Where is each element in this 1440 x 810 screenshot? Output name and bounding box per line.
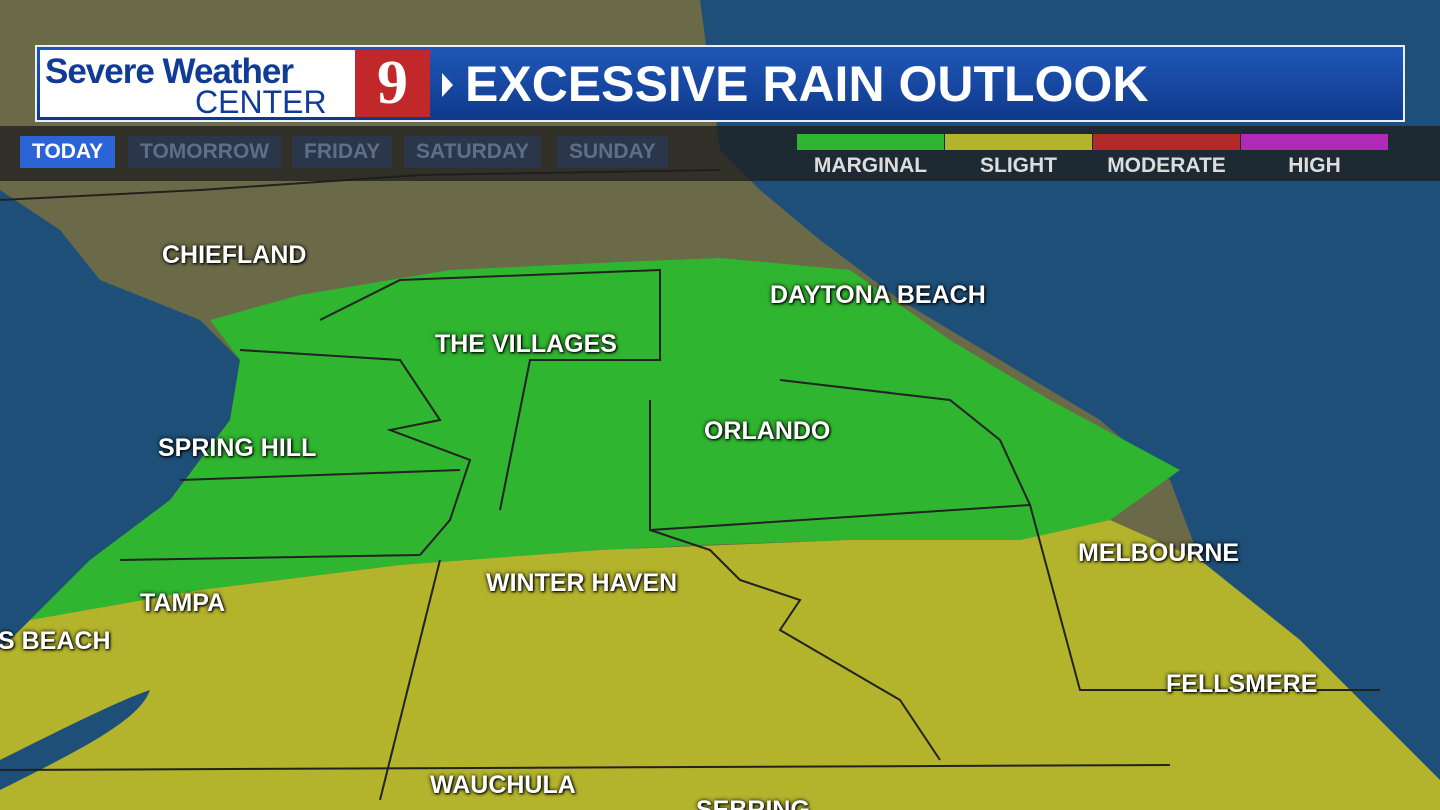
legend-swatch bbox=[1093, 134, 1240, 150]
city-label: SEBRING bbox=[696, 796, 810, 810]
legend-item: SLIGHT bbox=[945, 134, 1092, 183]
header: Severe Weather CENTER 9 EXCESSIVE RAIN O… bbox=[35, 45, 1405, 122]
legend-swatch bbox=[797, 134, 944, 150]
city-label: S BEACH bbox=[0, 627, 111, 655]
brand-logo: Severe Weather CENTER bbox=[40, 50, 355, 120]
slight-area bbox=[0, 520, 1440, 810]
title: EXCESSIVE RAIN OUTLOOK bbox=[465, 56, 1149, 112]
legend-item: HIGH bbox=[1241, 134, 1388, 183]
brand-line: CENTER bbox=[195, 84, 327, 120]
city-label: ORLANDO bbox=[704, 417, 831, 445]
city-label: TAMPA bbox=[140, 589, 226, 617]
city-label: FELLSMERE bbox=[1166, 670, 1318, 698]
legend-label: MODERATE bbox=[1107, 154, 1226, 177]
city-label: THE VILLAGES bbox=[435, 330, 617, 358]
channel-logo: 9 bbox=[355, 50, 430, 117]
legend-item: MARGINAL bbox=[797, 134, 944, 183]
day-tab[interactable]: TOMORROW bbox=[128, 136, 282, 168]
city-label: WINTER HAVEN bbox=[486, 569, 678, 597]
county-lines bbox=[0, 169, 1380, 801]
arrow bbox=[442, 73, 453, 97]
tab-bar: TODAY TOMORROW FRIDAY SATURDAY SUNDAY MARGINA… bbox=[0, 126, 1440, 181]
legend-swatch bbox=[1241, 134, 1388, 150]
city-label: SPRING HILL bbox=[158, 434, 317, 462]
legend-item: MODERATE bbox=[1093, 134, 1240, 183]
legend-label: HIGH bbox=[1288, 154, 1341, 177]
legend-swatch bbox=[945, 134, 1092, 150]
legend-label: SLIGHT bbox=[980, 154, 1057, 177]
tampa-bay bbox=[0, 690, 150, 790]
brand-line: Severe Weather bbox=[45, 52, 294, 91]
city-label: WAUCHULA bbox=[430, 771, 576, 799]
day-tab[interactable]: SUNDAY bbox=[557, 136, 668, 168]
day-tab[interactable]: TODAY bbox=[20, 136, 116, 168]
city-label: DAYTONA BEACH bbox=[770, 281, 986, 309]
marginal-area bbox=[30, 258, 1180, 620]
day-tab[interactable]: SATURDAY bbox=[404, 136, 542, 168]
legend-label: MARGINAL bbox=[813, 154, 928, 177]
day-tab[interactable]: FRIDAY bbox=[292, 136, 393, 168]
city-label: CHIEFLAND bbox=[162, 241, 307, 269]
city-label: MELBOURNE bbox=[1078, 539, 1240, 567]
